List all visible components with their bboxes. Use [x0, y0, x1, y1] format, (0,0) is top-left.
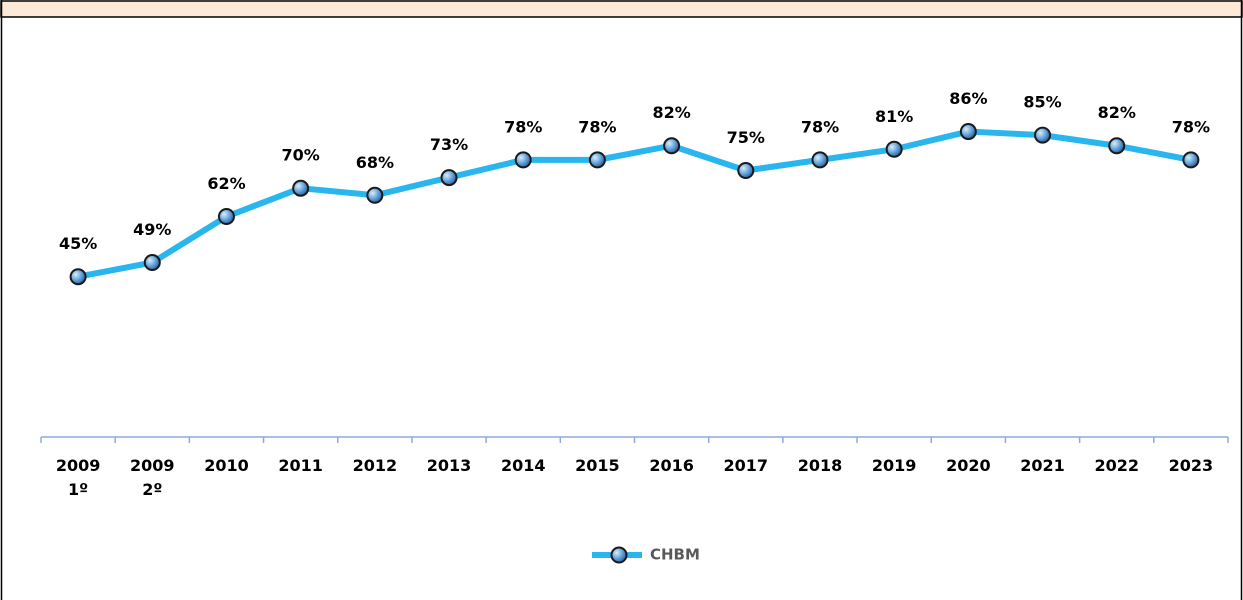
- point: [1108, 137, 1126, 155]
- x-tick-label: 2014: [501, 456, 546, 475]
- point: [292, 179, 310, 197]
- x-tick-label-line: 2º: [142, 480, 162, 499]
- x-tick-label-line: 2021: [1020, 456, 1065, 475]
- series-line: [77, 128, 1192, 280]
- x-tick-label-line: 2014: [501, 456, 546, 475]
- point: [885, 140, 903, 158]
- header-strip: [0, 0, 1243, 18]
- x-tick-label-line: 2022: [1094, 456, 1139, 475]
- data-label: 62%: [207, 174, 245, 193]
- x-tick-label: 2022: [1094, 456, 1139, 475]
- x-tick-label-line: 2015: [575, 456, 620, 475]
- point: [143, 254, 161, 272]
- x-tick-label: 2023: [1169, 456, 1214, 475]
- data-label: 81%: [875, 107, 913, 126]
- x-tick-label: 2018: [798, 456, 843, 475]
- point: [440, 169, 458, 187]
- data-label: 78%: [801, 117, 839, 136]
- data-label: 75%: [727, 128, 765, 147]
- point: [737, 162, 755, 179]
- legend-label: CHBM: [650, 546, 700, 564]
- x-tick-label-line: 2017: [724, 456, 769, 475]
- point: [366, 186, 384, 204]
- data-label: 78%: [1172, 117, 1210, 136]
- point: [811, 151, 829, 169]
- x-tick-label: 2021: [1020, 456, 1065, 475]
- x-tick-label: 2011: [278, 456, 323, 475]
- data-label: 70%: [282, 146, 320, 165]
- data-label: 68%: [356, 153, 394, 172]
- x-tick-label: 2019: [872, 456, 917, 475]
- point: [959, 123, 977, 141]
- x-tick-label-line: 2011: [278, 456, 323, 475]
- x-tick-label-line: 2009: [56, 456, 101, 475]
- legend-marker: [610, 546, 628, 564]
- data-label: 49%: [133, 220, 171, 239]
- data-label: 78%: [578, 117, 616, 136]
- x-tick-label-line: 2020: [946, 456, 991, 475]
- x-tick-label-line: 2023: [1169, 456, 1214, 475]
- data-label: 78%: [504, 117, 542, 136]
- x-tick-label: 2020: [946, 456, 991, 475]
- x-tick-label-line: 2012: [353, 456, 398, 475]
- x-tick-label: 2009 2º: [130, 456, 175, 499]
- x-tick-label: 2013: [427, 456, 472, 475]
- x-tick-label-line: 2019: [872, 456, 917, 475]
- x-tick-label-line: 2018: [798, 456, 843, 475]
- x-tick-label-line: 1º: [68, 480, 88, 499]
- x-tick-label: 2010: [204, 456, 249, 475]
- data-label: 86%: [949, 89, 987, 108]
- point: [514, 151, 532, 169]
- x-tick-label: 2012: [353, 456, 398, 475]
- point: [1034, 126, 1052, 144]
- point: [663, 137, 681, 155]
- x-tick-label: 2016: [649, 456, 694, 475]
- x-tick-label-line: 2016: [649, 456, 694, 475]
- x-tick-label-line: 2010: [204, 456, 249, 475]
- data-label: 82%: [1098, 103, 1136, 122]
- x-tick-label-line: 2013: [427, 456, 472, 475]
- point: [588, 151, 606, 169]
- data-label: 45%: [59, 234, 97, 253]
- x-tick-label-line: 2009: [130, 456, 175, 475]
- point: [69, 268, 87, 286]
- point: [217, 208, 235, 226]
- data-label: 82%: [652, 103, 690, 122]
- data-label: 73%: [430, 135, 468, 154]
- data-label: 85%: [1023, 93, 1061, 112]
- point: [1182, 151, 1200, 169]
- x-tick-label: 2017: [724, 456, 769, 475]
- x-tick-label: 2009 1º: [56, 456, 101, 499]
- x-tick-label: 2015: [575, 456, 620, 475]
